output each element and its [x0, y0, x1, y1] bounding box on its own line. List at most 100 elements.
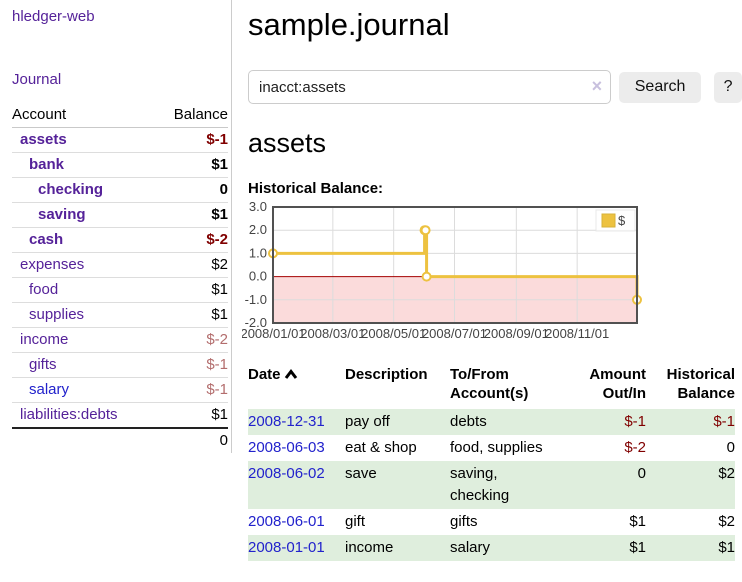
transaction-description: save — [345, 465, 377, 482]
account-link[interactable]: salary — [29, 381, 70, 398]
transaction-accounts: saving, checking — [450, 465, 510, 504]
account-balance: 0 — [154, 177, 228, 203]
account-link[interactable]: cash — [29, 231, 64, 248]
account-link[interactable]: supplies — [29, 306, 85, 323]
transaction-accounts: debts — [450, 413, 487, 430]
account-link[interactable]: gifts — [29, 356, 57, 373]
data-point-marker — [420, 225, 431, 236]
transaction-amount: $1 — [629, 539, 646, 556]
account-row: supplies $1 — [12, 302, 228, 328]
transaction-balance: $1 — [718, 539, 735, 556]
register-header-amount: Amount Out/In — [589, 366, 646, 402]
chart-label: Historical Balance: — [248, 180, 384, 197]
transaction-description: eat & shop — [345, 439, 417, 456]
y-tick-label: 2.0 — [249, 222, 267, 237]
account-row: saving $1 — [12, 202, 228, 228]
account-heading: assets — [248, 128, 327, 158]
transaction-date-link[interactable]: 2008-06-03 — [248, 439, 325, 456]
x-tick-label: 2008/05/01 — [361, 326, 426, 341]
transaction-balance: $2 — [718, 465, 735, 482]
transaction-description: income — [345, 539, 394, 556]
transaction-description: gift — [345, 513, 366, 530]
account-balance: $2 — [154, 252, 228, 278]
transaction-amount: $-2 — [624, 439, 646, 456]
y-tick-label: 1.0 — [249, 245, 267, 260]
account-row: assets $-1 — [12, 127, 228, 153]
register-header-balance: Historical Balance — [666, 366, 735, 402]
y-tick-label: 3.0 — [249, 202, 267, 214]
account-balance: $1 — [211, 406, 228, 423]
accounts-header-balance: Balance — [154, 103, 228, 128]
account-balance: $1 — [154, 202, 228, 228]
account-balance: $-2 — [154, 227, 228, 253]
account-balance: $1 — [154, 302, 228, 328]
transaction-description: pay off — [345, 413, 390, 430]
account-link[interactable]: liabilities:debts — [20, 406, 118, 423]
sort-ascending-icon — [284, 369, 297, 379]
account-balance: $-1 — [154, 352, 228, 378]
account-row: expenses $2 — [12, 252, 228, 278]
account-row: liabilities:debts $1 — [12, 403, 228, 429]
register-row: 2008-01-01 income salary $1 $1 — [248, 535, 735, 561]
clear-search-icon[interactable]: × — [591, 76, 603, 96]
data-point-marker — [421, 271, 432, 282]
account-link[interactable]: saving — [38, 206, 86, 223]
x-tick-label: 2008/07/01 — [422, 326, 487, 341]
register-header-description: Description — [345, 366, 428, 383]
search-button[interactable]: Search — [619, 71, 702, 103]
transaction-date-link[interactable]: 2008-06-02 — [248, 465, 325, 482]
register-header-date[interactable]: Date — [248, 363, 345, 409]
register-row: 2008-06-02 save saving, checking 0 $2 — [248, 461, 735, 509]
account-link[interactable]: income — [20, 331, 69, 348]
account-balance: $-2 — [154, 327, 228, 353]
x-tick-label: 2008/03/01 — [300, 326, 365, 341]
search-form: × Search ? — [248, 70, 742, 104]
transaction-accounts: food, supplies — [450, 439, 543, 456]
help-button[interactable]: ? — [714, 71, 742, 103]
accounts-table: Account Balance assets $-1 bank $1 checking 0… — [12, 103, 228, 453]
page-title: sample.journal — [248, 7, 450, 42]
account-link[interactable]: checking — [38, 181, 104, 198]
legend-label: $ — [618, 213, 626, 228]
account-row: checking 0 — [12, 177, 228, 203]
app-title-link[interactable]: hledger-web — [12, 8, 95, 25]
accounts-total-value: 0 — [154, 427, 228, 453]
transaction-accounts: gifts — [450, 513, 478, 530]
historical-balance-chart-svg: 3.0 2.0 1.0 0.0 -1.0 -2.02008/01/012008/03/01… — [240, 199, 642, 341]
y-tick-label: 0.0 — [249, 269, 267, 284]
search-input[interactable] — [248, 70, 612, 104]
x-tick-label: 2008/09/01 — [484, 326, 549, 341]
transaction-date-link[interactable]: 2008-12-31 — [248, 413, 325, 430]
transaction-balance: 0 — [726, 439, 735, 456]
register-row: 2008-06-01 gift gifts $1 $2 — [248, 509, 735, 535]
account-link[interactable]: bank — [29, 156, 65, 173]
account-row: cash $-2 — [12, 227, 228, 253]
register-row: 2008-12-31 pay off debts $-1 $-1 — [248, 409, 735, 435]
account-link[interactable]: assets — [20, 131, 67, 148]
account-balance: $1 — [154, 277, 228, 303]
transaction-balance: $-1 — [713, 413, 735, 430]
main-content: sample.journal × Search ? assets Histori… — [240, 0, 742, 561]
accounts-header-account: Account — [12, 103, 155, 128]
account-row: bank $1 — [12, 152, 228, 178]
account-link[interactable]: expenses — [20, 256, 85, 273]
sidebar: hledger-web Journal Account Balance asse… — [0, 0, 232, 453]
account-link[interactable]: food — [29, 281, 59, 298]
transaction-date-link[interactable]: 2008-06-01 — [248, 513, 325, 530]
transaction-amount: $-1 — [624, 413, 646, 430]
plot-border — [272, 206, 638, 324]
account-balance: $1 — [154, 152, 228, 178]
legend-swatch — [601, 213, 616, 228]
transaction-amount: 0 — [637, 465, 646, 482]
account-balance: $-1 — [154, 127, 228, 153]
y-tick-label: -2.0 — [245, 315, 267, 330]
transaction-date-link[interactable]: 2008-01-01 — [248, 539, 325, 556]
account-row: income $-2 — [12, 327, 228, 353]
register-header-accounts: To/From Account(s) — [450, 366, 529, 402]
historical-balance-chart: 3.0 2.0 1.0 0.0 -1.0 -2.0 2008/01/01 2008/03/01… — [240, 199, 742, 347]
account-row: food $1 — [12, 277, 228, 303]
y-tick-label: -1.0 — [245, 292, 267, 307]
transaction-balance: $2 — [718, 513, 735, 530]
sidebar-item-journal[interactable]: Journal — [12, 71, 62, 88]
account-balance: $-1 — [154, 377, 228, 403]
